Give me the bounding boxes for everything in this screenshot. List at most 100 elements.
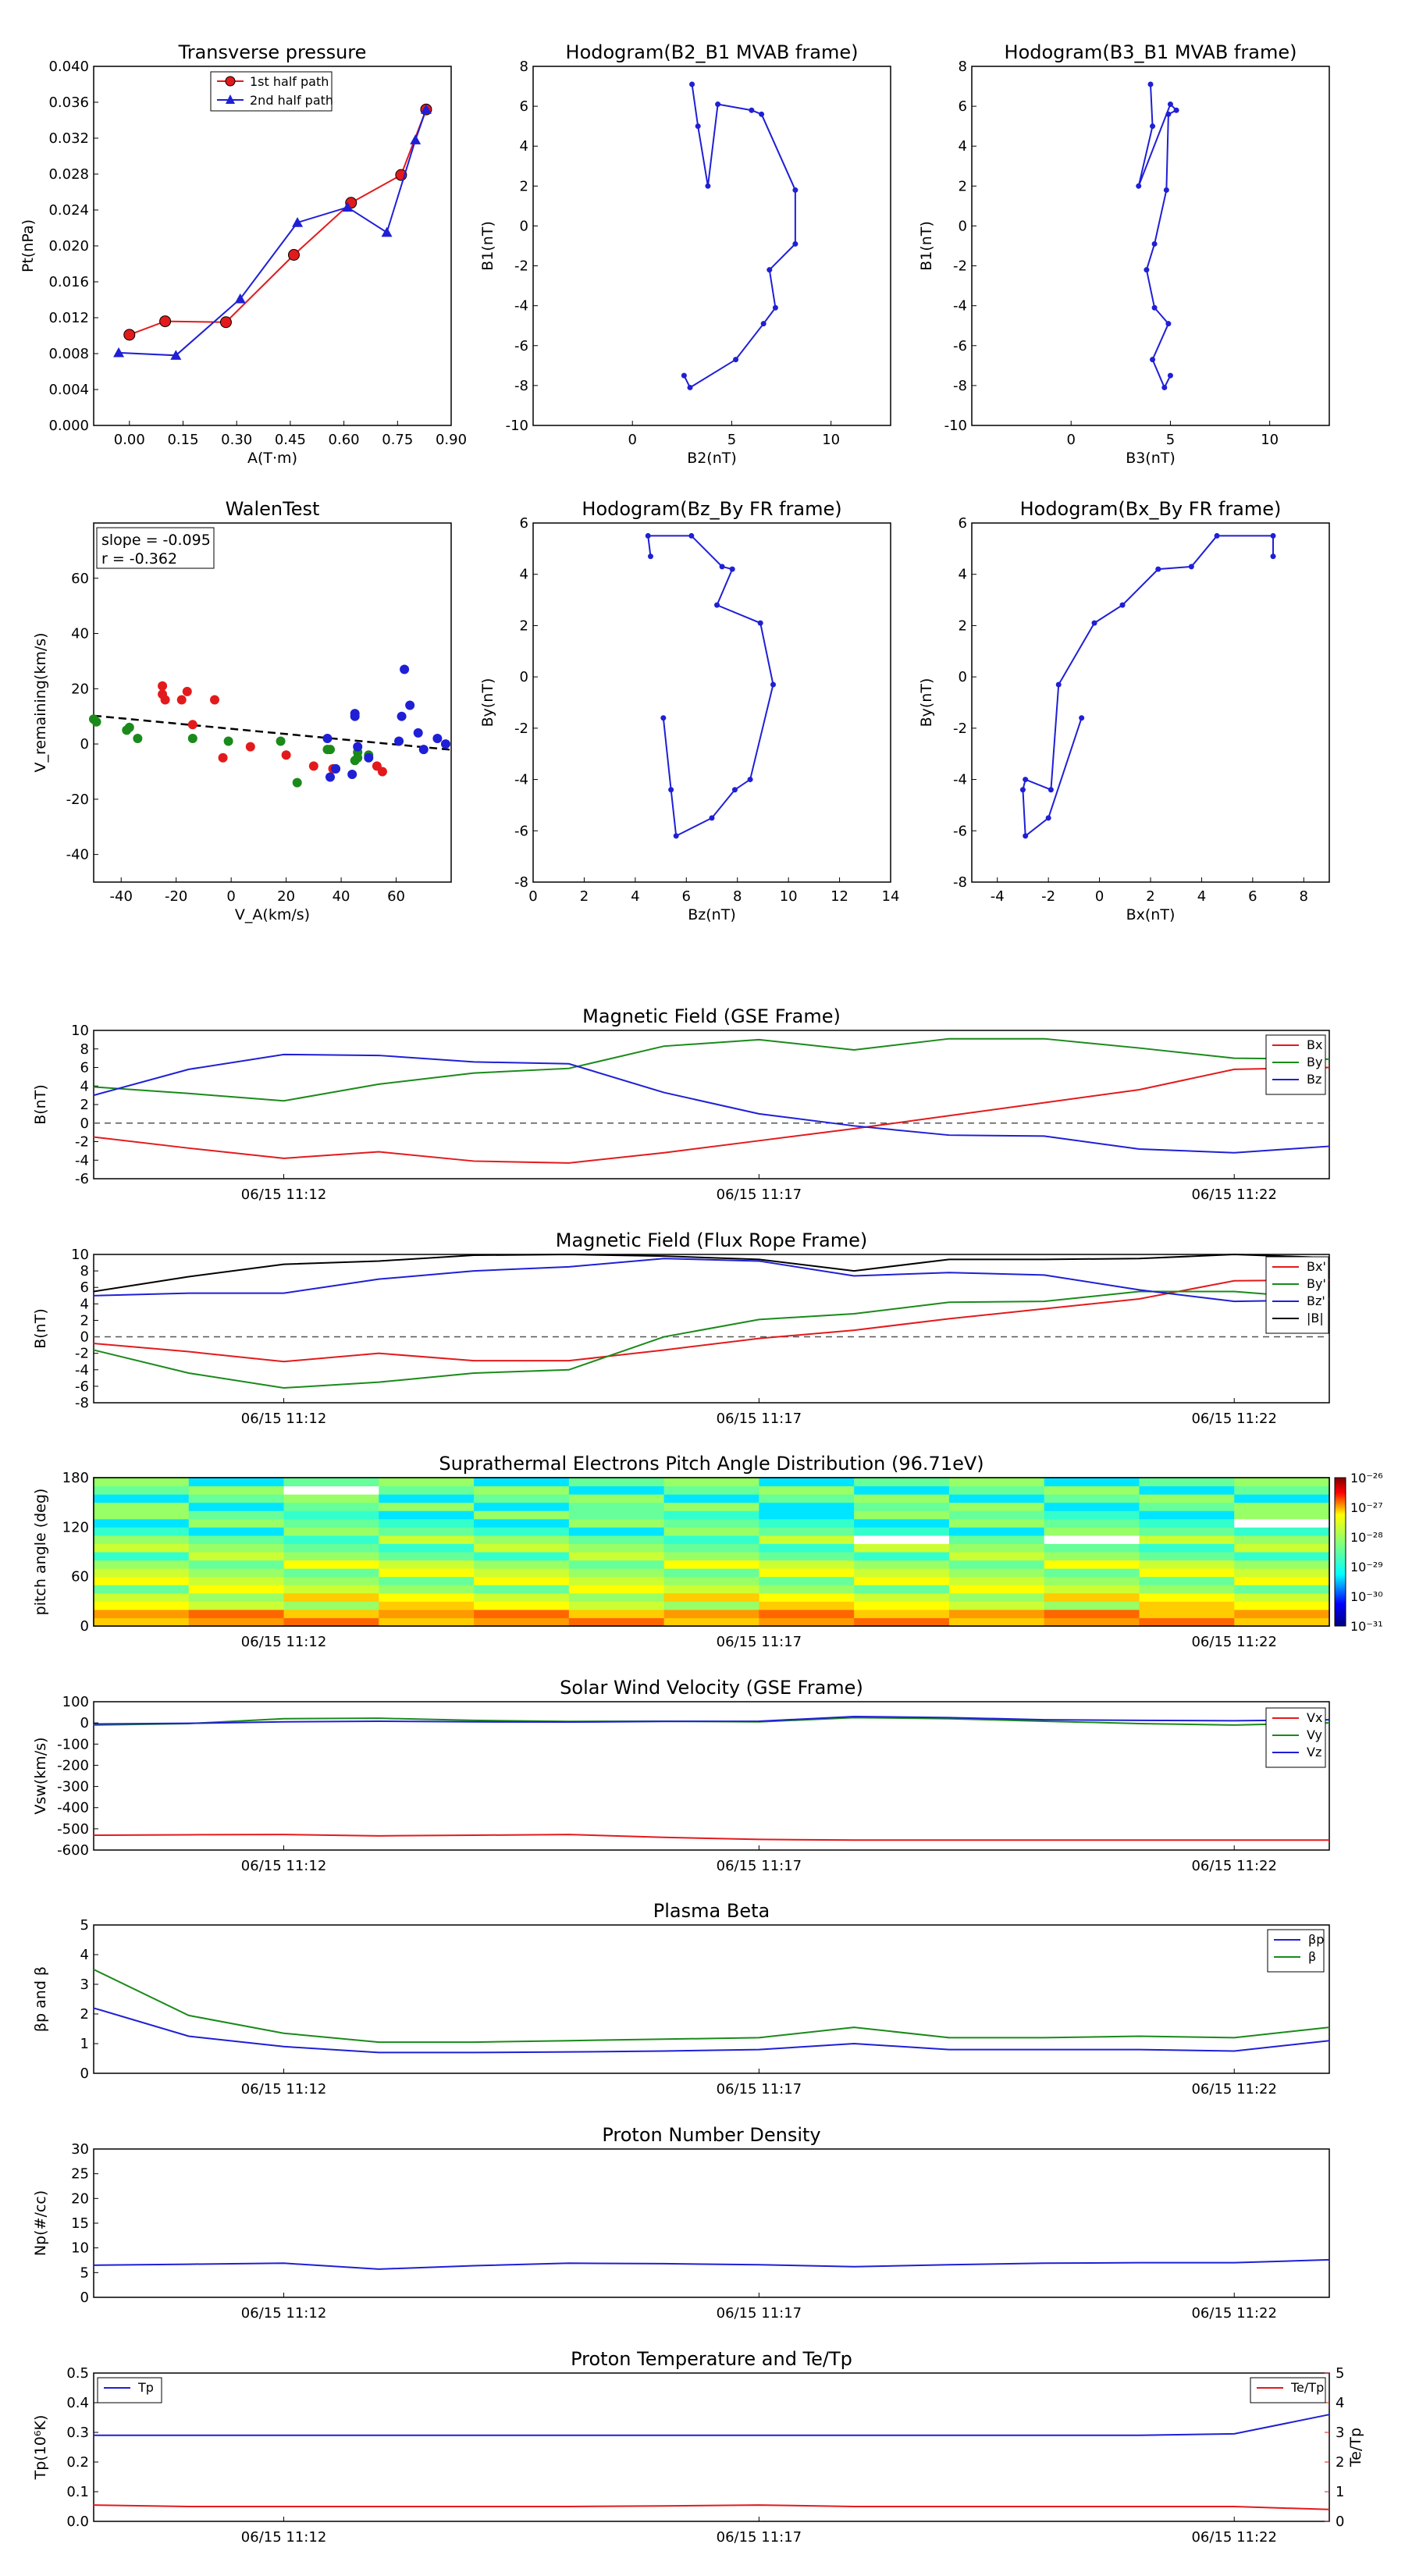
walen-point-x <box>210 695 220 705</box>
walen-point-z <box>418 745 429 755</box>
heatmap-cell <box>94 1585 190 1594</box>
y-tick-label: 4 <box>959 567 967 583</box>
series-2nd-half-point <box>234 293 246 304</box>
x-tick-label: 40 <box>333 888 350 905</box>
y-tick-label: -300 <box>57 1779 89 1795</box>
x-axis-label: B3(nT) <box>1126 450 1176 467</box>
colorbar-tick-label: 10⁻²⁶ <box>1350 1471 1383 1485</box>
time-tick-label: 06/15 11:22 <box>1191 1634 1276 1650</box>
hodogram-point <box>1048 787 1054 793</box>
y-tick-label: -4 <box>514 298 528 315</box>
hodogram-point <box>688 532 695 539</box>
y-tick-label: 0.0 <box>66 2514 89 2530</box>
by-prime-line <box>93 1290 1330 1389</box>
heatmap-cell <box>1044 1478 1140 1487</box>
hodogram-point <box>1136 183 1142 189</box>
hodogram-point <box>1163 187 1169 193</box>
heatmap-cell <box>1139 1478 1235 1487</box>
walen-point-y <box>91 717 101 727</box>
hodogram-point <box>1091 620 1097 626</box>
y-tick-label: 10 <box>71 2240 89 2257</box>
hodogram-point <box>1144 267 1150 273</box>
x-tick-label: 5 <box>727 432 736 448</box>
heatmap-cell <box>759 1552 855 1561</box>
hodogram-point <box>792 240 799 247</box>
heatmap-cell <box>188 1485 285 1495</box>
heatmap-cell <box>188 1478 285 1487</box>
y-tick-label: 0.020 <box>48 238 89 254</box>
heatmap-cell <box>283 1535 379 1544</box>
heatmap-cell <box>759 1609 855 1618</box>
heatmap-cell <box>1044 1543 1140 1553</box>
heatmap-cell <box>663 1601 759 1610</box>
y-tick-label: 0 <box>80 736 89 753</box>
x-tick-label: 0.75 <box>382 432 413 448</box>
y-tick-label: 6 <box>80 1060 89 1076</box>
heatmap-cell <box>1044 1502 1140 1511</box>
heatmap-cell <box>663 1478 759 1487</box>
heatmap-cell <box>188 1552 285 1561</box>
x-tick-label: 6 <box>682 888 691 905</box>
time-tick-label: 06/15 11:22 <box>1191 2305 1276 2322</box>
heatmap-cell <box>948 1601 1045 1610</box>
bx-prime-line <box>93 1279 1330 1363</box>
y-tick-label: -2 <box>75 1134 89 1151</box>
walen-point-x <box>245 742 255 752</box>
hodogram-point <box>681 372 687 379</box>
walen-point-x <box>308 761 318 771</box>
x-tick-label: 8 <box>1300 888 1308 905</box>
heatmap-cell <box>759 1592 855 1602</box>
y-tick-label: 180 <box>62 1470 89 1486</box>
heatmap-cell <box>759 1510 855 1520</box>
heatmap-cell <box>759 1527 855 1536</box>
walen-point-y <box>276 736 286 746</box>
np-line <box>93 2258 1330 2270</box>
y-tick-label: 0 <box>959 218 967 234</box>
heatmap-cell <box>663 1510 759 1520</box>
hodogram-point <box>705 183 711 189</box>
y-tick-label: -2 <box>953 258 967 275</box>
heatmap-cell <box>1044 1510 1140 1520</box>
heatmap-cell <box>188 1601 285 1610</box>
colorbar-tick-label: 10⁻²⁸ <box>1350 1530 1383 1545</box>
series-1st-half-point <box>159 315 172 328</box>
heatmap-cell <box>663 1502 759 1511</box>
heatmap-cell <box>1044 1568 1140 1578</box>
heatmap-cell <box>663 1585 759 1594</box>
y-tick-label: 0.000 <box>48 418 89 434</box>
bz-prime-line <box>93 1258 1330 1303</box>
walen-point-x <box>182 686 192 696</box>
heatmap-cell <box>1044 1527 1140 1536</box>
y-tick-label: 0.008 <box>48 346 89 362</box>
legend-entry: Bx' <box>1307 1259 1326 1274</box>
plot-frame <box>93 66 452 426</box>
heatmap-cell <box>474 1543 570 1553</box>
heatmap-cell <box>283 1552 379 1561</box>
x-tick-label: 0.90 <box>436 432 467 448</box>
heatmap-cell <box>1234 1568 1330 1578</box>
hodo-bxby-chart: Hodogram(Bx_By FR frame) -4 -2 0 2 4 6 8 -8 -6 -4 -… <box>918 498 1330 923</box>
hodogram-point <box>1023 777 1029 783</box>
x-tick-label: 0.00 <box>114 432 145 448</box>
y-tick-label: 120 <box>62 1519 89 1535</box>
y-tick-label: 2 <box>520 617 528 634</box>
y-axis-label: By(nT) <box>918 678 935 728</box>
x-tick-label: 0 <box>1095 888 1104 905</box>
heatmap-cell <box>1139 1609 1235 1618</box>
hodogram-line <box>1022 535 1275 838</box>
legend-box <box>210 71 333 112</box>
heatmap-cell <box>1234 1518 1330 1528</box>
y-tick-label: 2 <box>80 2006 89 2023</box>
plot-frame <box>93 1924 1330 2074</box>
time-tick-label: 06/15 11:22 <box>1191 2529 1276 2546</box>
heatmap-cell <box>188 1518 285 1528</box>
y-tick-label: 4 <box>959 138 967 155</box>
y-tick-label: 0.5 <box>66 2365 89 2382</box>
heatmap-cell <box>1139 1601 1235 1610</box>
y-tick-label: 60 <box>71 1569 89 1585</box>
y-tick-label: 0 <box>80 1715 89 1731</box>
hodogram-point <box>760 321 767 327</box>
heatmap-cell <box>1139 1502 1235 1511</box>
plot-frame-overlay <box>93 1477 1330 1627</box>
transverse-pressure-chart: Transverse pressure 0.00 0.15 0.30 0.45 0.60 0… <box>20 41 467 467</box>
